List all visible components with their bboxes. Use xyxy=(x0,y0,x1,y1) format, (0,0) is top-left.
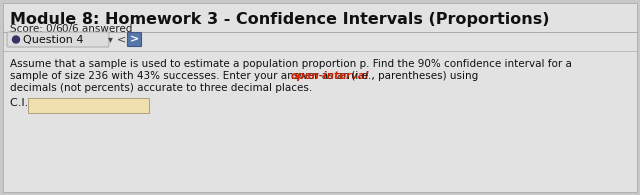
Text: Module 8: Homework 3 - Confidence Intervals (Proportions): Module 8: Homework 3 - Confidence Interv… xyxy=(10,12,550,27)
Text: ▾: ▾ xyxy=(108,35,113,44)
Text: Question 4: Question 4 xyxy=(23,35,83,44)
Text: sample of size 236 with 43% successes. Enter your answer as an: sample of size 236 with 43% successes. E… xyxy=(10,71,353,81)
Text: open-interval: open-interval xyxy=(291,71,369,81)
Text: C.I. =: C.I. = xyxy=(10,98,41,108)
FancyBboxPatch shape xyxy=(28,98,148,113)
Text: <: < xyxy=(117,35,127,44)
Text: Assume that a sample is used to estimate a population proportion p. Find the 90%: Assume that a sample is used to estimate… xyxy=(10,59,572,69)
Text: (i.e., parentheses) using: (i.e., parentheses) using xyxy=(348,71,479,81)
FancyBboxPatch shape xyxy=(7,32,109,47)
Text: Score: 0/6: Score: 0/6 xyxy=(10,24,63,34)
Text: decimals (not percents) accurate to three decimal places.: decimals (not percents) accurate to thre… xyxy=(10,83,312,93)
Text: >: > xyxy=(130,35,139,44)
Circle shape xyxy=(13,36,19,43)
Text: 0/6 answered: 0/6 answered xyxy=(62,24,132,34)
FancyBboxPatch shape xyxy=(127,33,141,46)
